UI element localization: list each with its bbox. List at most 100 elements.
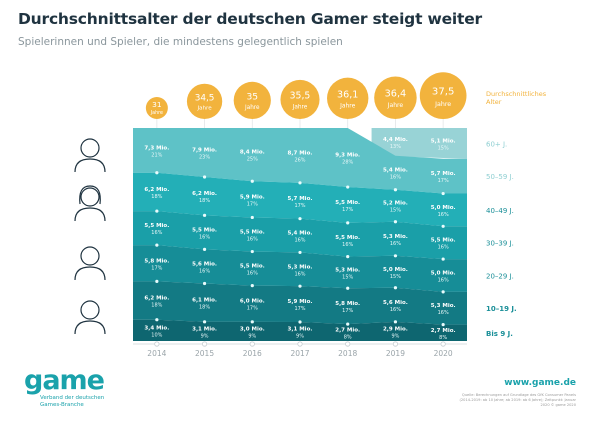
x-tick-label: 2019 [386, 349, 405, 358]
area-50-59-J- [133, 128, 467, 194]
legend-label: 40–49 J. [486, 207, 514, 215]
person-hair [79, 185, 101, 205]
data-label-share: 15% [390, 208, 401, 214]
data-label-share: 16% [294, 238, 305, 244]
boundary-dot [202, 213, 207, 217]
data-label-value: 5,0 Mio. [383, 267, 408, 273]
boundary-dot [250, 284, 254, 288]
area-Bis-9-J- [133, 319, 467, 341]
data-label-value: 5,1 Mio. [431, 138, 456, 144]
x-axis-tick [392, 341, 399, 347]
x-tick-label: 2020 [434, 349, 453, 358]
boundary-dot [298, 284, 302, 288]
data-label-value: 3,1 Mio. [192, 326, 217, 332]
average-age-bubble [374, 76, 417, 119]
boundary-dot [202, 320, 207, 324]
boundary-dot [393, 320, 398, 324]
data-label-share: 17% [438, 178, 449, 184]
data-label-value: 5,6 Mio. [383, 300, 408, 306]
data-label-value: 8,4 Mio. [240, 150, 265, 156]
average-age-value: 37,5 [432, 87, 454, 98]
data-label-value: 3,0 Mio. [240, 326, 265, 332]
x-axis-tick [345, 341, 351, 347]
person-body [74, 266, 106, 281]
data-label-value: 5,5 Mio. [240, 264, 265, 270]
boundary-dot [250, 179, 254, 183]
boundary-dot [155, 318, 159, 322]
person-body [74, 158, 106, 173]
data-label-value: 8,7 Mio. [288, 150, 313, 156]
data-label-share: 23% [199, 154, 210, 160]
data-label-value: 5,4 Mio. [288, 231, 313, 237]
data-label-share: 15% [438, 145, 449, 151]
data-label-value: 5,5 Mio. [431, 238, 456, 244]
data-label-share: 16% [438, 310, 449, 316]
boundary-dot [346, 322, 350, 326]
boundary-dot [202, 247, 207, 252]
subtitle: Spielerinnen und Spieler, die mindestens… [18, 36, 343, 48]
average-age-unit: Jahre [339, 103, 356, 110]
average-age-unit: Jahre [196, 106, 212, 112]
data-label-value: 5,2 Mio. [383, 201, 408, 207]
data-label-value: 6,2 Mio. [192, 191, 217, 197]
person-icon [74, 300, 106, 335]
average-age-value: 35,5 [290, 90, 311, 101]
data-label-value: 7,9 Mio. [192, 147, 217, 153]
x-tick-label: 2014 [147, 349, 166, 358]
data-label-share: 18% [151, 303, 162, 309]
area-60plus [371, 128, 467, 159]
legend-label: 10–19 J. [486, 305, 517, 313]
data-label-share: 8% [344, 335, 352, 341]
data-label-value: 5,5 Mio. [335, 235, 360, 241]
x-axis-tick [440, 341, 446, 347]
boundary-dot [346, 286, 350, 290]
data-label-share: 9% [201, 333, 209, 339]
average-age-value: 36,4 [385, 89, 407, 100]
area-20-29-J- [133, 245, 467, 292]
data-label-value: 6,1 Mio. [192, 298, 217, 304]
average-age-value: 31 [152, 100, 162, 109]
person-head [80, 187, 100, 207]
page-title: Durchschnittsalter der deutschen Gamer s… [18, 10, 482, 28]
game-logo: game [24, 365, 105, 396]
data-label-share: 17% [294, 203, 305, 209]
legend-label: 20–29 J. [486, 272, 514, 280]
boundary-dot [202, 175, 207, 179]
average-age-bubble [233, 81, 271, 119]
data-label-share: 18% [199, 305, 210, 311]
boundary-dot [393, 286, 398, 290]
data-label-value: 5,3 Mio. [383, 234, 408, 240]
area-30-39-J- [133, 211, 467, 260]
boundary-dot [441, 257, 445, 261]
website-link[interactable]: www.game.de [504, 378, 576, 388]
boundary-dot [155, 279, 159, 283]
boundary-dot [441, 290, 445, 294]
data-label-share: 16% [247, 237, 258, 243]
x-axis-tick [201, 341, 208, 347]
data-label-value: 5,5 Mio. [335, 200, 360, 206]
average-age-value: 36,1 [337, 89, 358, 100]
data-label-share: 17% [342, 207, 353, 213]
boundary-dot [155, 243, 159, 247]
data-label-share: 16% [390, 241, 401, 247]
boundary-dot [393, 220, 398, 224]
boundary-dot [393, 188, 398, 192]
average-age-unit: Jahre [434, 101, 451, 108]
x-axis-tick [297, 341, 303, 347]
data-label-share: 10% [151, 332, 162, 338]
boundary-dot [250, 320, 254, 324]
boundary-dot [441, 191, 445, 196]
average-age-unit: Jahre [244, 105, 260, 111]
data-label-share: 17% [247, 306, 258, 312]
data-label-value: 5,8 Mio. [144, 258, 169, 264]
area-40-49-J- [133, 172, 467, 227]
average-age-legend-line: Alter [486, 98, 502, 106]
source-note: Quelle: Berechnungen auf Grundlage des G… [459, 393, 576, 407]
data-label-share: 17% [342, 308, 353, 314]
data-label-share: 16% [199, 268, 210, 274]
data-label-value: 5,3 Mio. [431, 303, 456, 309]
data-label-share: 15% [390, 274, 401, 280]
data-label-value: 9,3 Mio. [335, 153, 360, 159]
boundary-dot [346, 255, 350, 259]
